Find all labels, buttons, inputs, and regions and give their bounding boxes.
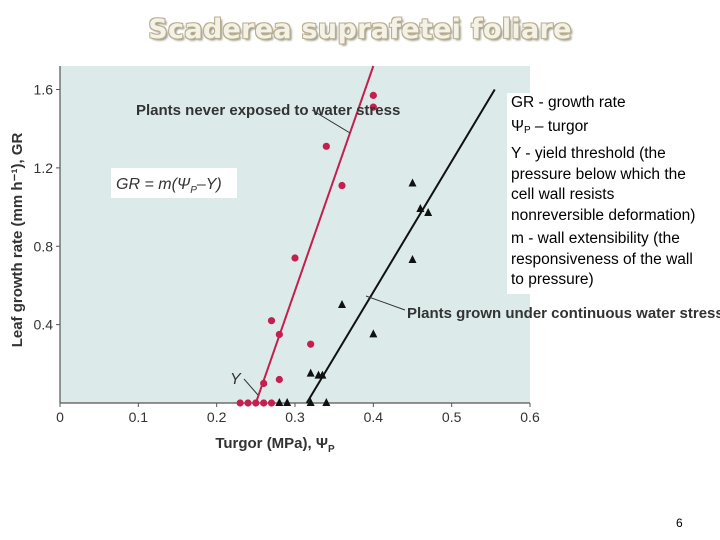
unstressed-data-point	[369, 103, 377, 111]
unstressed-data-point	[244, 399, 252, 407]
definition-yield-threshold: Y - yield threshold (the pressure below …	[511, 145, 696, 224]
unstressed-data-point	[275, 330, 283, 339]
unstressed-data-point	[267, 399, 276, 407]
x-tick-label: 0.5	[442, 409, 462, 425]
unstressed-data-point	[369, 91, 377, 99]
unstressed-data-point	[260, 399, 268, 407]
unstressed-data-point	[291, 254, 299, 262]
unstressed-data-point	[260, 379, 268, 388]
yield-threshold-leader	[243, 378, 259, 396]
stressed-leader-line	[365, 295, 406, 311]
x-tick-label: 0.4	[364, 409, 384, 425]
x-tick-label: 0.3	[285, 409, 305, 425]
stressed-fit-line	[305, 88, 496, 404]
stressed-data-point	[306, 398, 315, 406]
series-label-unstressed: Plants never exposed to water stress	[136, 102, 400, 119]
x-tick-label: 0.2	[207, 409, 227, 425]
stressed-data-point	[306, 368, 315, 377]
stressed-data-point	[318, 370, 327, 379]
plot-area-background	[60, 66, 530, 403]
definition-turgor: ΨP – turgor	[511, 117, 589, 136]
equation-text: GR = m(ΨP–Y)	[116, 176, 222, 196]
stressed-data-point	[416, 204, 425, 213]
y-tick-label: 1.2	[34, 160, 54, 176]
data-points-group	[236, 91, 433, 407]
stressed-data-point	[408, 178, 417, 187]
page-number: 6	[676, 516, 683, 530]
stressed-data-point	[283, 398, 292, 406]
stressed-data-point	[275, 398, 284, 406]
unstressed-fit-line	[254, 65, 375, 404]
x-axis-label: Turgor (MPa), ΨP	[215, 435, 335, 455]
fit-lines-group	[254, 65, 496, 404]
y-axis-label: Leaf growth rate (mm h⁻¹), GR	[9, 133, 26, 348]
x-tick-label: 0.6	[520, 409, 540, 425]
x-tick-label: 0	[56, 409, 64, 425]
y-tick-label: 1.6	[34, 82, 54, 98]
definition-growth-rate: GR - growth rate	[511, 94, 626, 111]
axes-group: 0 0.1 0.2 0.3 0.4 0.5 0.6 0.4 0.8 1.2 1.6	[34, 66, 540, 425]
definition-wall-extensibility: m - wall extensibility (the responsivene…	[511, 230, 693, 288]
y-tick-label: 0.8	[34, 238, 54, 254]
stressed-data-point	[424, 207, 433, 216]
unstressed-data-point	[338, 181, 346, 190]
definitions-panel: GR - growth rate ΨP – turgor Y - yield t…	[507, 93, 707, 294]
unstressed-data-point	[322, 142, 330, 150]
stressed-data-point	[322, 398, 331, 406]
stressed-data-point	[369, 329, 378, 338]
unstressed-data-point	[236, 399, 244, 407]
slide-title: Scaderea suprafetei foliare	[148, 14, 572, 45]
stressed-data-point	[338, 300, 346, 309]
equation-box	[111, 168, 237, 198]
stressed-data-point	[408, 254, 417, 263]
x-tick-label: 0.1	[129, 409, 149, 425]
unstressed-leader-line	[311, 109, 351, 134]
series-label-stressed: Plants grown under continuous water stre…	[407, 305, 720, 322]
unstressed-data-point	[267, 317, 276, 325]
unstressed-data-point	[275, 375, 283, 384]
y-tick-label: 0.4	[34, 317, 54, 333]
unstressed-data-point	[252, 399, 260, 407]
yield-threshold-label: Y	[230, 371, 242, 388]
unstressed-data-point	[307, 340, 315, 348]
